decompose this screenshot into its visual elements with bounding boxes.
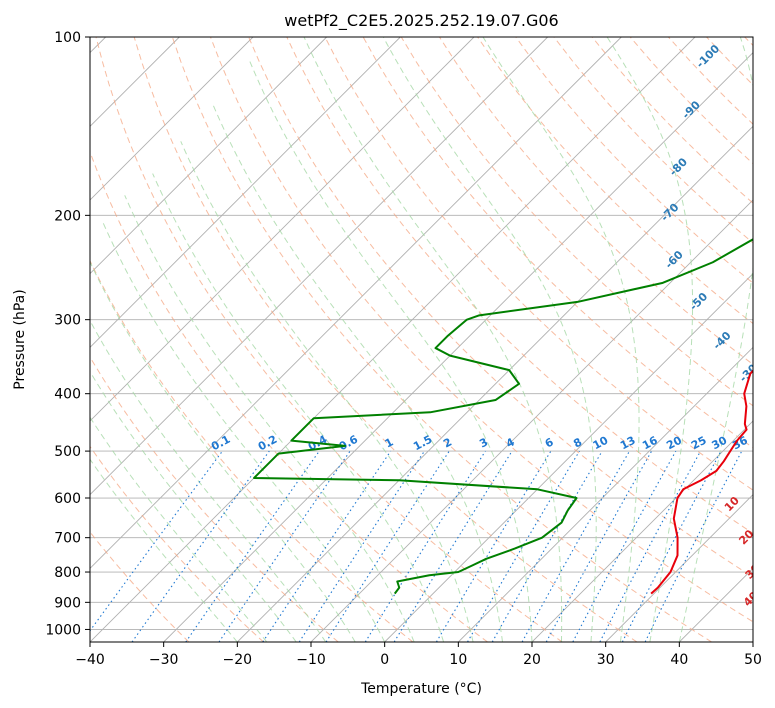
y-tick-label: 800 bbox=[54, 565, 81, 581]
moist-adiabat-line bbox=[249, 61, 533, 642]
dewpoint-profile-line bbox=[253, 238, 753, 595]
mixing-ratio-line bbox=[262, 450, 392, 642]
isotherm-line bbox=[384, 273, 753, 642]
warm-theta-label: 30 bbox=[743, 561, 763, 581]
moist-adiabat-line bbox=[482, 37, 640, 642]
profile-series bbox=[253, 238, 753, 595]
dry-adiabat-line bbox=[90, 445, 264, 642]
isotherm-line bbox=[90, 37, 696, 642]
mixing-ratio-label: 13 bbox=[618, 434, 638, 453]
moist-adiabat-line bbox=[90, 416, 268, 642]
x-tick-label: −40 bbox=[75, 652, 105, 668]
y-tick-label: 100 bbox=[54, 30, 81, 46]
pressure-gridlines bbox=[90, 37, 753, 630]
temperature-profile-line bbox=[650, 369, 753, 595]
mixing-ratio-line bbox=[185, 450, 320, 642]
y-tick-label: 700 bbox=[54, 531, 81, 547]
mixing-ratio-line bbox=[364, 450, 486, 642]
isotherm-line bbox=[237, 125, 753, 642]
y-tick-label: 1000 bbox=[45, 622, 81, 638]
moist-adiabat-line bbox=[606, 37, 694, 642]
chart-title: wetPf2_C2E5.2025.252.19.07.G06 bbox=[284, 11, 558, 31]
moist-adiabat-line bbox=[90, 370, 297, 642]
moist-adiabat-line bbox=[212, 104, 504, 642]
isotherm-line bbox=[605, 494, 753, 642]
moist-adiabat-line bbox=[152, 173, 445, 642]
mixing-ratio-label: 25 bbox=[689, 434, 709, 453]
mixing-ratio-label: 10 bbox=[591, 433, 611, 452]
isotherm-line bbox=[90, 37, 548, 496]
dry-adiabat-line bbox=[95, 37, 563, 642]
moist-adiabat-line bbox=[678, 37, 753, 642]
moist-adiabats bbox=[90, 37, 753, 642]
x-axis-label: Temperature (°C) bbox=[360, 681, 482, 697]
x-tick-label: 20 bbox=[523, 652, 541, 668]
y-axis-label: Pressure (hPa) bbox=[12, 289, 28, 389]
x-tick-label: 40 bbox=[670, 652, 688, 668]
isotherm-line bbox=[90, 37, 327, 275]
isotherm-line bbox=[458, 346, 753, 642]
plot-frame bbox=[89, 36, 754, 643]
y-tick-label: 500 bbox=[54, 444, 81, 460]
isotherms bbox=[90, 37, 753, 642]
x-tick-label: 50 bbox=[744, 652, 762, 668]
y-tick-label: 300 bbox=[54, 313, 81, 329]
dry-adiabat-line bbox=[133, 37, 638, 642]
x-tick-label: 0 bbox=[380, 652, 389, 668]
isotherm-line bbox=[90, 37, 254, 201]
moist-adiabat-line bbox=[382, 37, 597, 642]
x-tick-label: −10 bbox=[296, 652, 326, 668]
y-tick-label: 200 bbox=[54, 208, 81, 224]
dry-adiabat-line bbox=[515, 37, 753, 284]
mixing-ratio-line bbox=[325, 450, 450, 642]
mixing-ratio-label: 16 bbox=[640, 434, 660, 453]
mixing-ratio-line bbox=[435, 450, 552, 642]
mixing-ratio-line bbox=[599, 450, 702, 642]
mixing-ratio-label: 36 bbox=[730, 434, 750, 453]
moist-adiabat-line bbox=[124, 195, 415, 642]
x-tick-label: −30 bbox=[149, 652, 179, 668]
dry-adiabat-line bbox=[324, 37, 753, 491]
mixing-ratio-label: 20 bbox=[664, 433, 684, 452]
isotherm-line bbox=[90, 37, 475, 422]
moist-adiabat-line bbox=[180, 141, 474, 642]
isotherm-line bbox=[531, 420, 753, 642]
x-tick-label: −20 bbox=[223, 652, 253, 668]
isotherm-line bbox=[90, 37, 401, 348]
mixing-ratio-line bbox=[298, 450, 425, 642]
mixing-ratio-line bbox=[218, 450, 351, 642]
mixing-ratio-label: 30 bbox=[710, 434, 730, 453]
mixing-ratio-line bbox=[131, 450, 270, 642]
moist-adiabat-line bbox=[102, 221, 386, 642]
x-axis-ticks: −40 −30 −20 −10 0 10 20 30 40 50 bbox=[75, 642, 762, 668]
moist-adiabat-line bbox=[303, 37, 563, 642]
mixing-ratio-line bbox=[393, 450, 513, 642]
y-axis-ticks: 100 200 300 400 500 600 700 800 900 1000 bbox=[45, 30, 90, 638]
moist-adiabat-line bbox=[90, 260, 356, 642]
x-tick-label: 10 bbox=[449, 652, 467, 668]
isotherm-line bbox=[90, 37, 622, 569]
dry-adiabat-line bbox=[248, 37, 753, 578]
dry-adiabat-line bbox=[90, 259, 414, 642]
mixing-ratio-lines bbox=[90, 450, 743, 642]
mixing-ratio-line bbox=[467, 450, 580, 642]
moist-adiabat-line bbox=[90, 319, 327, 642]
moist-adiabat-line bbox=[90, 458, 238, 642]
isotherm-line bbox=[163, 52, 753, 642]
y-tick-label: 900 bbox=[54, 595, 81, 611]
x-tick-label: 30 bbox=[597, 652, 615, 668]
y-tick-label: 600 bbox=[54, 491, 81, 507]
mixing-ratio-line bbox=[572, 450, 677, 642]
y-tick-label: 400 bbox=[54, 387, 81, 403]
dry-adiabat-line bbox=[210, 37, 753, 623]
